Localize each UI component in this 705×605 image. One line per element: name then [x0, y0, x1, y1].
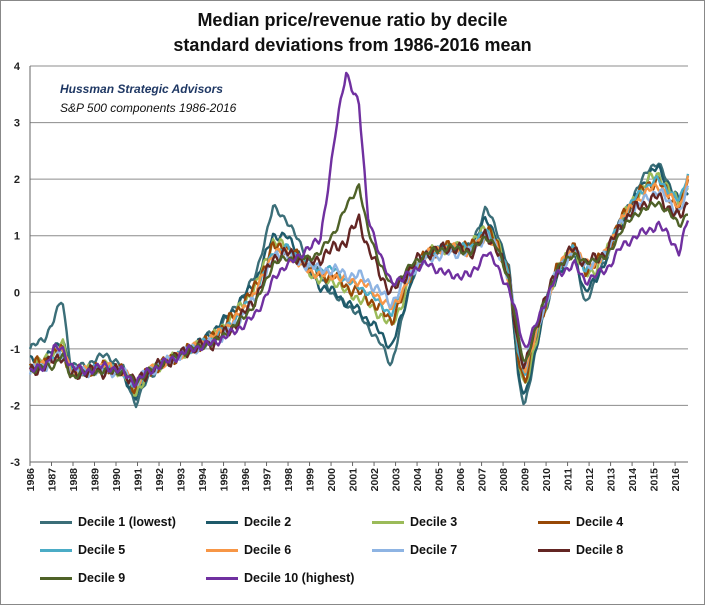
legend-swatch: [372, 548, 404, 552]
x-tick-label: 2004: [412, 468, 424, 492]
legend-swatch: [40, 576, 72, 580]
chart-legend: Decile 1 (lowest) Decile 2 Decile 3 Decile …: [40, 512, 700, 597]
y-tick-label: 3: [14, 118, 20, 130]
x-tick-label: 1997: [262, 468, 274, 492]
legend-swatch: [40, 548, 72, 552]
series-line-decile-9: [29, 183, 688, 387]
y-tick-label: 0: [14, 287, 20, 299]
y-tick-label: 2: [14, 174, 20, 186]
x-tick-label: 1993: [176, 468, 188, 492]
legend-label: Decile 7: [410, 543, 458, 557]
x-tick-label: 1996: [240, 468, 252, 492]
x-tick-label: 2014: [627, 468, 639, 492]
legend-item-decile-7: Decile 7: [372, 540, 457, 560]
y-tick-label: -3: [10, 457, 20, 469]
x-tick-label: 2001: [348, 468, 360, 492]
universe-annotation: S&P 500 components 1986-2016: [60, 101, 237, 115]
x-tick-label: 2009: [520, 468, 532, 492]
x-tick-label: 1995: [219, 468, 231, 492]
legend-label: Decile 9: [78, 571, 126, 585]
x-tick-label: 1991: [133, 468, 145, 492]
series-line-decile-3: [28, 171, 689, 397]
legend-label: Decile 3: [410, 515, 458, 529]
chart-title: Median price/revenue ratio by decile: [197, 10, 508, 30]
legend-item-decile-8: Decile 8: [538, 540, 623, 560]
x-tick-label: 1990: [111, 468, 123, 492]
legend-item-decile-5: Decile 5: [40, 540, 125, 560]
legend-label: Decile 6: [244, 543, 292, 557]
x-tick-label: 1986: [25, 468, 37, 492]
x-tick-label: 2013: [606, 468, 618, 492]
source-annotation: Hussman Strategic Advisors: [60, 82, 223, 96]
x-tick-label: 1994: [197, 468, 209, 492]
legend-item-decile-10: Decile 10 (highest): [206, 568, 354, 588]
x-tick-label: 2016: [670, 468, 682, 492]
legend-swatch: [538, 520, 570, 524]
legend-item-decile-3: Decile 3: [372, 512, 457, 532]
x-tick-label: 2015: [649, 468, 661, 492]
x-tick-label: 1988: [68, 468, 80, 492]
x-tick-label: 1989: [90, 468, 102, 492]
x-tick-label: 2012: [584, 468, 596, 492]
legend-item-decile-9: Decile 9: [40, 568, 125, 588]
series-line-decile-10: [29, 71, 690, 388]
x-tick-label: 2006: [455, 468, 467, 492]
x-tick-label: 1998: [283, 468, 295, 492]
x-tick-label: 2002: [369, 468, 381, 492]
x-tick-label: 1992: [154, 468, 166, 492]
legend-label: Decile 2: [244, 515, 292, 529]
legend-swatch: [538, 548, 570, 552]
x-tick-label: 2000: [326, 468, 338, 492]
y-tick-label: 1: [14, 231, 20, 243]
legend-label: Decile 4: [576, 515, 624, 529]
x-tick-label: 1987: [47, 468, 59, 492]
x-tick-label: 2003: [391, 468, 403, 492]
x-tick-label: 2008: [498, 468, 510, 492]
y-tick-label: 4: [14, 61, 21, 73]
legend-item-decile-4: Decile 4: [538, 512, 623, 532]
x-tick-label: 1999: [305, 468, 317, 492]
x-tick-label: 2005: [434, 468, 446, 492]
legend-swatch: [372, 520, 404, 524]
legend-item-decile-1: Decile 1 (lowest): [40, 512, 176, 532]
line-chart: 4 3 2 1 0 -1 -2 -3 1986 1987 1988 1989 1990 1991 1992 1…: [10, 61, 690, 492]
legend-label: Decile 10 (highest): [244, 571, 355, 585]
y-tick-label: -2: [10, 400, 20, 412]
legend-item-decile-2: Decile 2: [206, 512, 291, 532]
y-tick-label: -1: [10, 344, 20, 356]
x-tick-label: 2007: [477, 468, 489, 492]
legend-swatch: [206, 520, 238, 524]
legend-label: Decile 1 (lowest): [78, 515, 176, 529]
x-tick-label: 2011: [563, 468, 575, 491]
chart-subtitle: standard deviations from 1986-2016 mean: [173, 35, 532, 55]
x-tick-label: 2010: [541, 468, 553, 492]
legend-label: Decile 5: [78, 543, 126, 557]
legend-swatch: [206, 576, 238, 580]
legend-swatch: [206, 548, 238, 552]
legend-swatch: [40, 520, 72, 524]
legend-label: Decile 8: [576, 543, 624, 557]
legend-item-decile-6: Decile 6: [206, 540, 291, 560]
